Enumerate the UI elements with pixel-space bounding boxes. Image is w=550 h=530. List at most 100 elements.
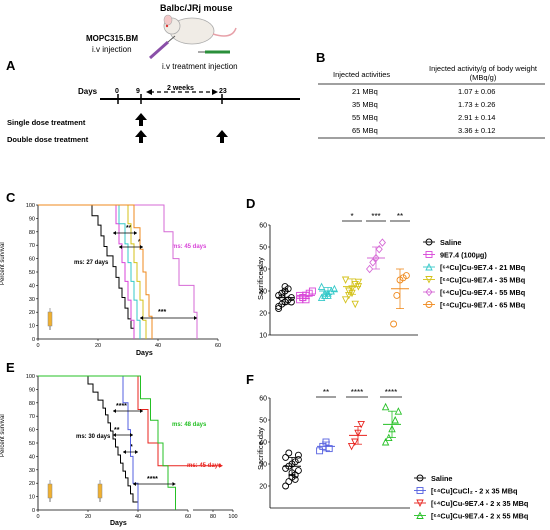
f-group-saline-point	[294, 456, 302, 464]
table-row-1-activity: 21 MBq	[352, 87, 378, 96]
d-group-21mbq-point	[324, 291, 332, 299]
d-group-saline-point	[275, 302, 283, 310]
c-ann-ms45: ms: 45 days	[172, 244, 207, 250]
f-legend-marker	[416, 511, 424, 519]
f-group-saline-point	[291, 475, 299, 483]
e-ytick-label: 30	[29, 468, 35, 474]
day-tick-9: 9	[136, 88, 140, 95]
e-ytick-label: 50	[29, 441, 35, 447]
d-legend-marker	[425, 287, 433, 297]
e-ytick-label: 60	[29, 428, 35, 434]
table-row-4-value: 3.36 ± 0.12	[458, 126, 496, 135]
f-legend-marker	[416, 474, 424, 482]
panel-letter-e: E	[6, 360, 15, 375]
e-sig-arrow-4-head-r	[172, 482, 176, 486]
table-row-2-activity: 35 MBq	[352, 100, 378, 109]
f-group-2x35-point	[351, 438, 359, 447]
d-group-saline-point	[287, 298, 295, 306]
d-group-55mbq-point	[366, 264, 374, 274]
f-group-2x55-point	[394, 407, 403, 415]
c-series-antibody	[38, 204, 135, 339]
d-ytick-label: 50	[259, 245, 267, 252]
c-ann-ms27: ms: 27 days	[74, 260, 109, 266]
d-ytick-label: 60	[259, 223, 267, 230]
double-dose-label: Double dose treatment	[7, 135, 89, 144]
e-ytick-label: 20	[29, 481, 35, 487]
mouse-label: Balbc/JRj mouse	[160, 3, 233, 13]
d-legend-marker	[425, 276, 433, 284]
day-tick-23: 23	[219, 88, 227, 95]
panel-letter-b: B	[316, 50, 326, 65]
d-group-35mbq-point	[345, 287, 353, 296]
f-ytick-label: 50	[259, 418, 267, 425]
single-dose-label: Single dose treatment	[7, 118, 86, 127]
e-sig-3: *	[130, 444, 133, 451]
e-sig-arrow-3-head-l	[123, 450, 126, 454]
mopc-line1: MOPC315.BM	[86, 34, 139, 43]
d-legend-label: [⁶⁴Cu]Cu-9E7.4 - 55 MBq	[440, 288, 525, 297]
d-group-35mbq-point	[345, 291, 353, 300]
d-ytick-label: 30	[259, 289, 267, 296]
f-ytick-label: 20	[259, 484, 267, 491]
f-group-saline-point	[282, 482, 290, 490]
e-ytick-label: 0	[32, 508, 35, 514]
c-series-55mbq	[38, 204, 198, 339]
d-ytick-label: 20	[259, 311, 267, 318]
e-sig-arrow-1-head-r	[140, 409, 143, 413]
c-sig-arrow-3-head-l	[140, 316, 143, 320]
e-ytick-label: 90	[29, 387, 35, 393]
c-xlabel: Days	[136, 350, 153, 357]
d-legend-label: 9E7.4 (100µg)	[440, 251, 487, 260]
c-ytick-label: 70	[29, 243, 35, 249]
f-group-2x55-point	[381, 437, 390, 446]
mouse-icon	[163, 14, 237, 45]
e-ytick-label: 100	[26, 374, 35, 380]
e-xlabel: Days	[110, 520, 127, 527]
d-group-21mbq-point	[317, 282, 326, 291]
f-group-saline-point	[282, 453, 290, 461]
day-tick-0: 0	[115, 88, 119, 95]
panel-letter-d: D	[246, 196, 256, 211]
panel-letter-a: A	[6, 58, 16, 73]
table-header-per-gram: Injected activity/g of body weight (MBq/…	[429, 64, 537, 82]
c-ytick-label: 60	[29, 257, 35, 263]
treat-label: i.v treatment injection	[162, 62, 238, 71]
d-legend-marker	[425, 262, 433, 271]
d-group-saline-point	[281, 283, 289, 291]
e-sig-arrow-2-head-r	[130, 433, 133, 437]
e-sig-arrow-4-head-l	[133, 482, 136, 486]
c-ytick-label: 80	[29, 230, 35, 236]
d-sig-2-label: ***	[371, 212, 380, 221]
e-arrow-open	[219, 463, 223, 468]
d-group-21mbq-point	[317, 293, 326, 302]
d-legend-marker	[425, 301, 433, 308]
e-sig-arrow-3-head-r	[135, 450, 138, 454]
c-ytick-label: 90	[29, 216, 35, 222]
d-group-35mbq-point	[351, 300, 359, 309]
e-series-saline	[38, 375, 139, 510]
d-legend-label: [⁶⁴Cu]Cu-9E7.4 - 21 MBq	[440, 263, 525, 272]
c-xtick-label: 40	[155, 343, 161, 349]
c-ytick-label: 10	[29, 324, 35, 330]
f-ytick-label: 40	[259, 440, 267, 447]
d-legend-label: [⁶⁴Cu]Cu-9E7.4 - 35 MBq	[440, 276, 525, 285]
d-sig-1-label: *	[350, 212, 353, 221]
d-legend-marker	[425, 238, 433, 246]
table-row-4-activity: 65 MBq	[352, 126, 378, 135]
e-sig-4: ****	[147, 476, 158, 483]
e-series-2x35	[38, 375, 221, 467]
table-row-3-activity: 55 MBq	[352, 113, 378, 122]
c-series-saline	[38, 204, 135, 339]
d-legend-marker	[425, 251, 433, 258]
f-legend-label: Saline	[431, 474, 453, 483]
dose-arrows	[135, 113, 228, 143]
f-legend-label: [⁶⁴Cu]Cu-9E7.4 - 2 x 55 MBq	[431, 512, 528, 521]
f-group-saline-point	[285, 478, 293, 486]
e-ytick-label: 70	[29, 414, 35, 420]
days-label: Days	[78, 87, 98, 96]
